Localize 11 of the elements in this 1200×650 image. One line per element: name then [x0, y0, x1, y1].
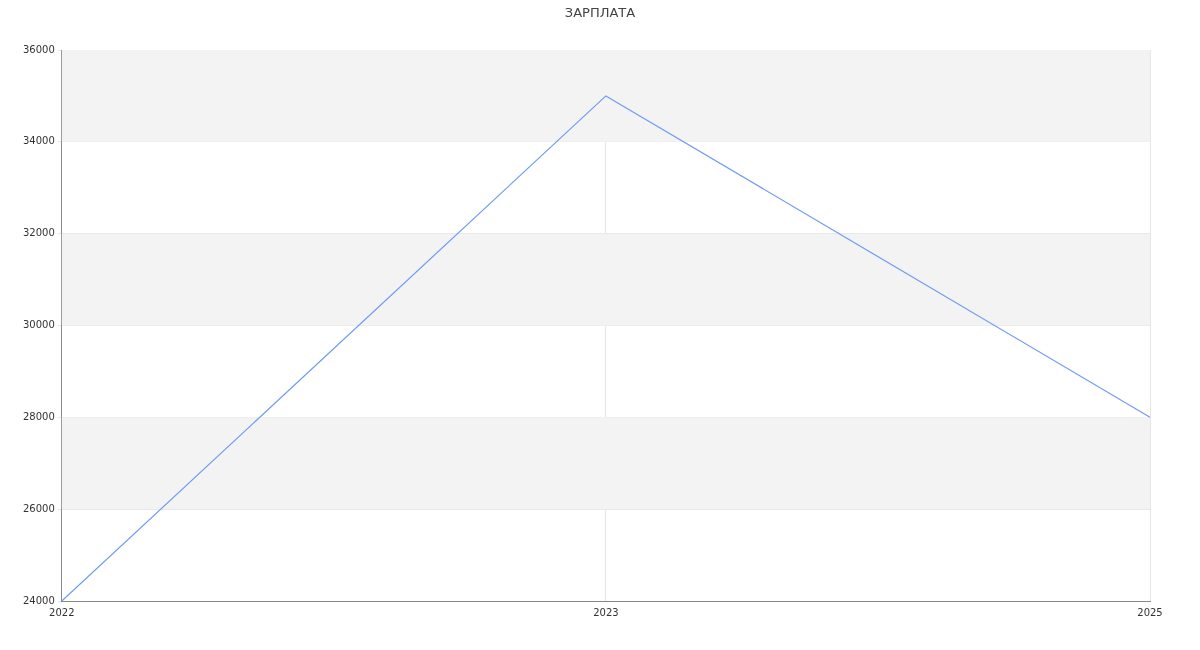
x-tick-label: 2022	[49, 606, 75, 618]
y-tick-label: 26000	[23, 502, 55, 514]
chart-title: ЗАРПЛАТА	[563, 5, 637, 20]
y-tick-label: 28000	[23, 410, 55, 422]
y-tick-label: 24000	[23, 594, 55, 606]
y-tick-label: 36000	[23, 43, 55, 55]
y-tick-label: 30000	[23, 319, 55, 331]
x-tick-label: 2023	[593, 606, 619, 618]
y-tick-label: 32000	[23, 227, 55, 239]
x-tick-label: 2025	[1137, 606, 1163, 618]
y-tick-label: 34000	[23, 135, 55, 147]
